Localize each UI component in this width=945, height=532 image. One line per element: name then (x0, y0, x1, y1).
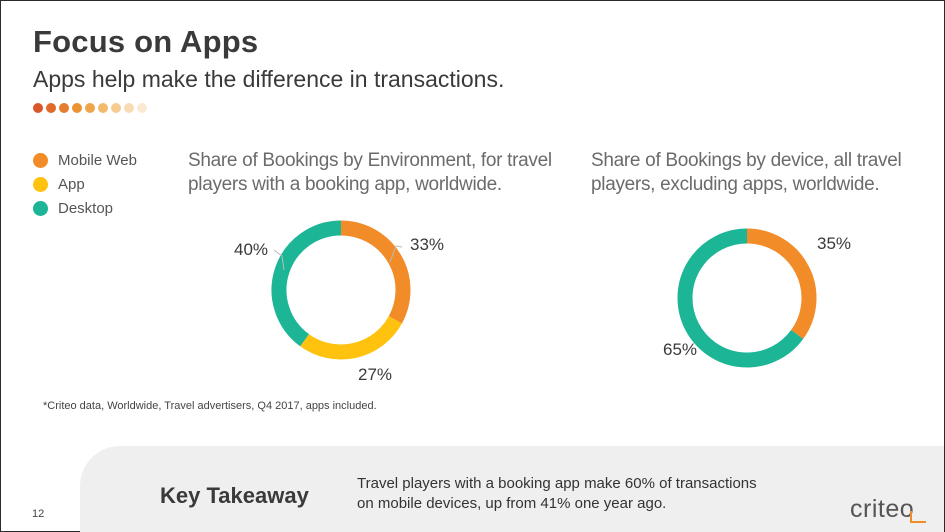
legend-item-desktop: Desktop (33, 196, 137, 220)
legend: Mobile Web App Desktop (33, 148, 137, 220)
decorative-dot (111, 103, 121, 113)
donut-slice-app (300, 316, 402, 360)
takeaway-text: Travel players with a booking app make 6… (357, 475, 757, 512)
legend-swatch-desktop (33, 200, 48, 216)
legend-swatch-app (33, 176, 48, 192)
leader-line (389, 245, 403, 263)
data-label-app: 27% (358, 365, 392, 384)
decorative-dot (33, 103, 43, 113)
legend-item-app: App (33, 172, 137, 196)
decorative-dot (85, 103, 95, 113)
data-label-mobile-web: 35% (817, 234, 851, 253)
page-number: 12 (32, 508, 45, 520)
decorative-dots (33, 103, 147, 113)
decorative-dot (59, 103, 69, 113)
donut-slice-desktop (677, 228, 804, 368)
takeaway-panel (80, 446, 944, 532)
decorative-dot (46, 103, 56, 113)
legend-swatch-mobile-web (33, 152, 48, 168)
legend-item-mobile-web: Mobile Web (33, 148, 137, 172)
chart-environment-title: Share of Bookings by Environment, for tr… (188, 150, 552, 195)
decorative-dot (98, 103, 108, 113)
chart-device-title: Share of Bookings by device, all travel … (591, 150, 902, 195)
legend-label-desktop: Desktop (58, 199, 114, 217)
decorative-dot (124, 103, 134, 113)
data-label-desktop: 40% (234, 240, 268, 259)
legend-label-mobile-web: Mobile Web (58, 151, 137, 169)
decorative-dot (137, 103, 147, 113)
slide-subtitle: Apps help make the difference in transac… (33, 66, 505, 92)
donut-slice-mobile-web (746, 228, 817, 339)
donut-slice-desktop (271, 220, 342, 347)
criteo-logo-mark-icon (910, 511, 926, 523)
leader-line (273, 249, 285, 271)
data-label-mobile-web: 33% (410, 235, 444, 254)
takeaway-label: Key Takeaway (160, 483, 309, 508)
criteo-logo: criteo (850, 495, 915, 523)
slide-title: Focus on Apps (33, 24, 259, 59)
donut-slice-mobile-web (340, 220, 411, 324)
footnote: *Criteo data, Worldwide, Travel advertis… (43, 400, 377, 412)
decorative-dot (72, 103, 82, 113)
legend-label-app: App (58, 175, 85, 193)
data-label-desktop: 65% (663, 340, 697, 359)
